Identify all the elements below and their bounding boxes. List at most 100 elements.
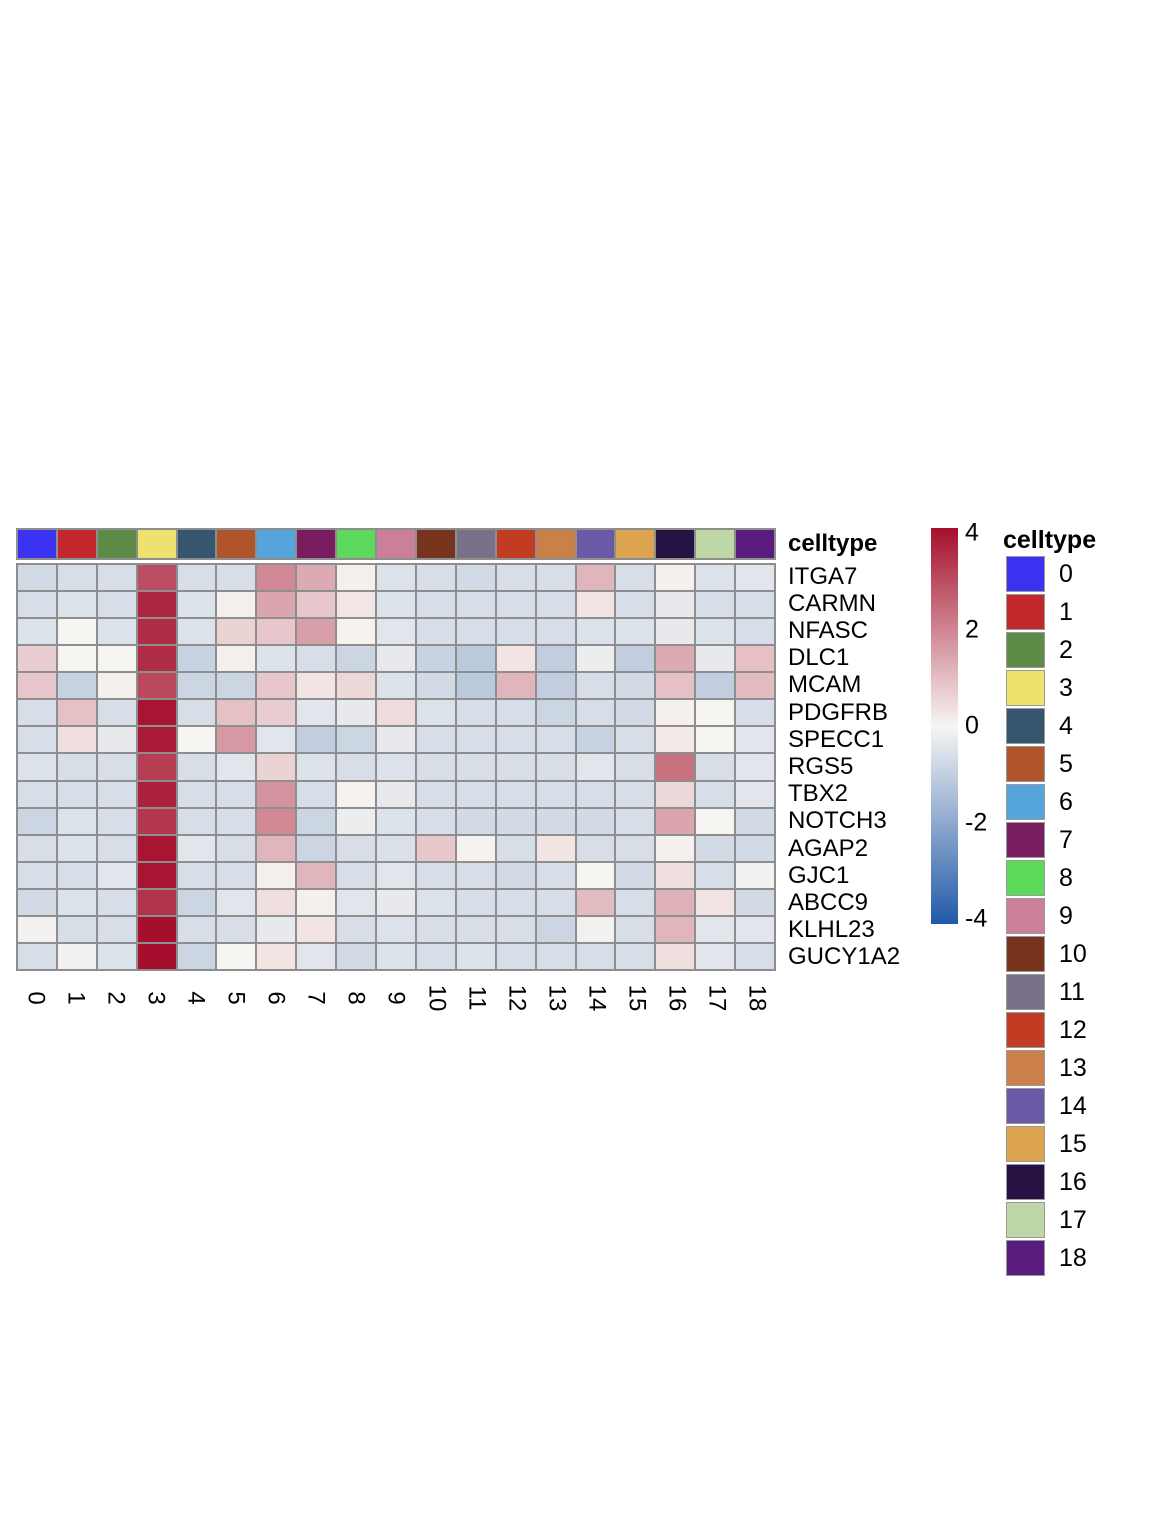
heatmap-cell [337,646,376,672]
heatmap-cell [616,835,655,861]
heatmap-cell [297,754,336,780]
heatmap-cell [696,835,735,861]
legend-swatch-3 [1006,670,1045,706]
celltype-label: 3 [142,991,170,1005]
heatmap-cell [616,592,655,618]
heatmap-cell [57,943,96,969]
annotation-title: celltype [788,530,878,557]
heatmap-cell [97,673,136,699]
heatmap-cell [137,700,176,726]
heatmap-cell [496,808,535,834]
heatmap-cell [377,565,415,591]
heatmap-cell [177,727,216,753]
heatmap-cell [257,673,296,699]
legend-swatch-15 [1006,1126,1045,1162]
heatmap-cell [656,619,695,645]
heatmap-cell [97,916,136,942]
heatmap-cell [736,646,774,672]
heatmap-cell [536,916,575,942]
gene-label: MCAM [788,671,862,699]
heatmap-cell [257,889,296,915]
legend-entry-3: 3 [1006,670,1073,706]
heatmap-cell [337,916,376,942]
heatmap-cell [97,619,136,645]
heatmap-cell [177,619,216,645]
heatmap-cell [57,808,96,834]
heatmap-cell [137,916,176,942]
celltype-label: 15 [622,984,650,1012]
heatmap-cell [297,835,336,861]
heatmap-cell [97,700,136,726]
heatmap-cell [137,592,176,618]
heatmap-cell [177,916,216,942]
heatmap-cell [736,754,774,780]
legend-swatch-13 [1006,1050,1045,1086]
legend-label: 0 [1059,559,1073,588]
heatmap-cell [536,862,575,888]
heatmap-cell [696,592,735,618]
celltype-label: 7 [302,991,330,1005]
heatmap-cell [456,808,495,834]
heatmap-cell [736,592,774,618]
legend-swatch-9 [1006,898,1045,934]
heatmap-cell [18,592,56,618]
heatmap-cell [57,646,96,672]
heatmap-cell [217,889,256,915]
legend-entry-18: 18 [1006,1240,1087,1276]
celltype-annotation-swatch-17 [696,530,735,558]
heatmap-cell [257,700,296,726]
heatmap-cell [736,889,774,915]
heatmap-cell [536,754,575,780]
heatmap-cell [576,673,615,699]
heatmap-cell [377,916,415,942]
heatmap-cell [297,673,336,699]
celltype-label: 18 [742,984,770,1012]
heatmap-cell [696,646,735,672]
legend-swatch-17 [1006,1202,1045,1238]
legend-entry-8: 8 [1006,860,1073,896]
heatmap-cell [137,727,176,753]
heatmap-cell [177,862,216,888]
heatmap-cell [217,727,256,753]
heatmap-cell [456,673,495,699]
legend-label: 16 [1059,1167,1087,1196]
heatmap-cell [496,700,535,726]
heatmap-cell [18,673,56,699]
heatmap-cell [656,889,695,915]
heatmap-cell [217,619,256,645]
heatmap-cell [536,943,575,969]
heatmap-cell [456,700,495,726]
legend-swatch-2 [1006,632,1045,668]
heatmap-cell [257,835,296,861]
heatmap-cell [536,835,575,861]
heatmap-cell [18,943,56,969]
gene-label: RGS5 [788,753,854,781]
legend-entry-16: 16 [1006,1164,1087,1200]
heatmap-cell [456,781,495,807]
celltype-label: 4 [182,991,210,1005]
celltype-label: 2 [102,991,130,1005]
heatmap-cell [656,754,695,780]
celltype-label: 6 [262,991,290,1005]
heatmap-cell [18,808,56,834]
celltype-annotation-swatch-1 [57,530,96,558]
heatmap-cell [536,781,575,807]
legend-entry-17: 17 [1006,1202,1087,1238]
heatmap-cell [337,700,376,726]
heatmap-cell [18,700,56,726]
celltype-annotation-swatch-6 [257,530,296,558]
colorbar-tick-label: -2 [965,808,988,836]
heatmap-cell [416,727,455,753]
celltype-annotation-swatch-4 [177,530,216,558]
gene-label: KLHL23 [788,916,875,944]
heatmap-cell [57,889,96,915]
heatmap-cell [257,646,296,672]
heatmap-cell [97,835,136,861]
heatmap-cell [337,781,376,807]
heatmap-cell [696,565,735,591]
heatmap-cell [217,862,256,888]
celltype-label: 9 [382,991,410,1005]
heatmap-cell [137,862,176,888]
heatmap-cell [297,646,336,672]
legend-label: 18 [1059,1243,1087,1272]
